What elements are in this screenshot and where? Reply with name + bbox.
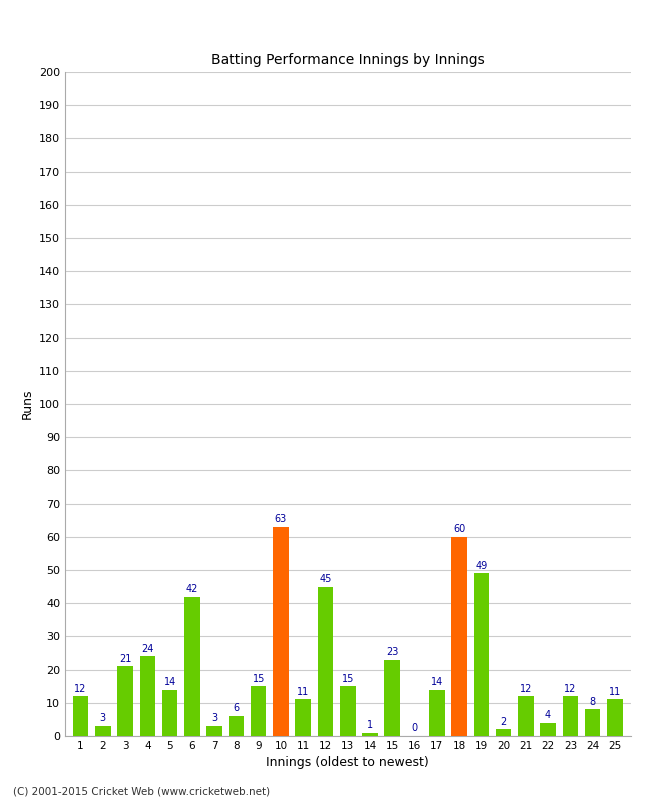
Text: 15: 15	[252, 674, 265, 683]
Text: 11: 11	[297, 687, 309, 697]
Bar	[318, 586, 333, 736]
Bar	[429, 690, 445, 736]
Bar	[162, 690, 177, 736]
Text: 15: 15	[341, 674, 354, 683]
Bar	[340, 686, 356, 736]
Bar	[140, 656, 155, 736]
Bar	[251, 686, 266, 736]
Title: Batting Performance Innings by Innings: Batting Performance Innings by Innings	[211, 53, 485, 66]
Text: 24: 24	[141, 644, 153, 654]
Text: 4: 4	[545, 710, 551, 720]
Bar	[73, 696, 88, 736]
Text: 12: 12	[519, 683, 532, 694]
X-axis label: Innings (oldest to newest): Innings (oldest to newest)	[266, 757, 429, 770]
Text: 49: 49	[475, 561, 488, 570]
Bar	[607, 699, 623, 736]
Bar	[296, 699, 311, 736]
Text: 42: 42	[186, 584, 198, 594]
Text: 2: 2	[500, 717, 507, 726]
Bar	[229, 716, 244, 736]
Bar	[362, 733, 378, 736]
Text: 8: 8	[590, 697, 595, 706]
Text: 3: 3	[100, 714, 106, 723]
Text: 12: 12	[564, 683, 577, 694]
Text: 60: 60	[453, 524, 465, 534]
Text: (C) 2001-2015 Cricket Web (www.cricketweb.net): (C) 2001-2015 Cricket Web (www.cricketwe…	[13, 786, 270, 796]
Text: 3: 3	[211, 714, 217, 723]
Bar	[273, 527, 289, 736]
Bar	[184, 597, 200, 736]
Bar	[474, 574, 489, 736]
Text: 6: 6	[233, 703, 239, 714]
Bar	[451, 537, 467, 736]
Bar	[540, 722, 556, 736]
Text: 14: 14	[431, 677, 443, 687]
Text: 11: 11	[609, 687, 621, 697]
Bar	[563, 696, 578, 736]
Bar	[95, 726, 110, 736]
Bar	[117, 666, 133, 736]
Bar	[207, 726, 222, 736]
Text: 12: 12	[74, 683, 86, 694]
Text: 1: 1	[367, 720, 373, 730]
Text: 23: 23	[386, 647, 398, 657]
Text: 21: 21	[119, 654, 131, 664]
Bar	[518, 696, 534, 736]
Bar	[585, 710, 601, 736]
Bar	[385, 660, 400, 736]
Text: 63: 63	[275, 514, 287, 524]
Text: 14: 14	[164, 677, 176, 687]
Bar	[496, 730, 512, 736]
Text: 45: 45	[319, 574, 332, 584]
Y-axis label: Runs: Runs	[20, 389, 33, 419]
Text: 0: 0	[411, 723, 417, 734]
